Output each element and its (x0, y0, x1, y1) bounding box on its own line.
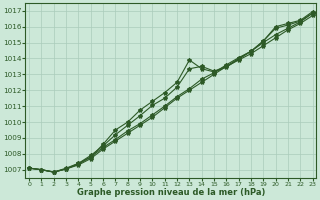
X-axis label: Graphe pression niveau de la mer (hPa): Graphe pression niveau de la mer (hPa) (77, 188, 265, 197)
